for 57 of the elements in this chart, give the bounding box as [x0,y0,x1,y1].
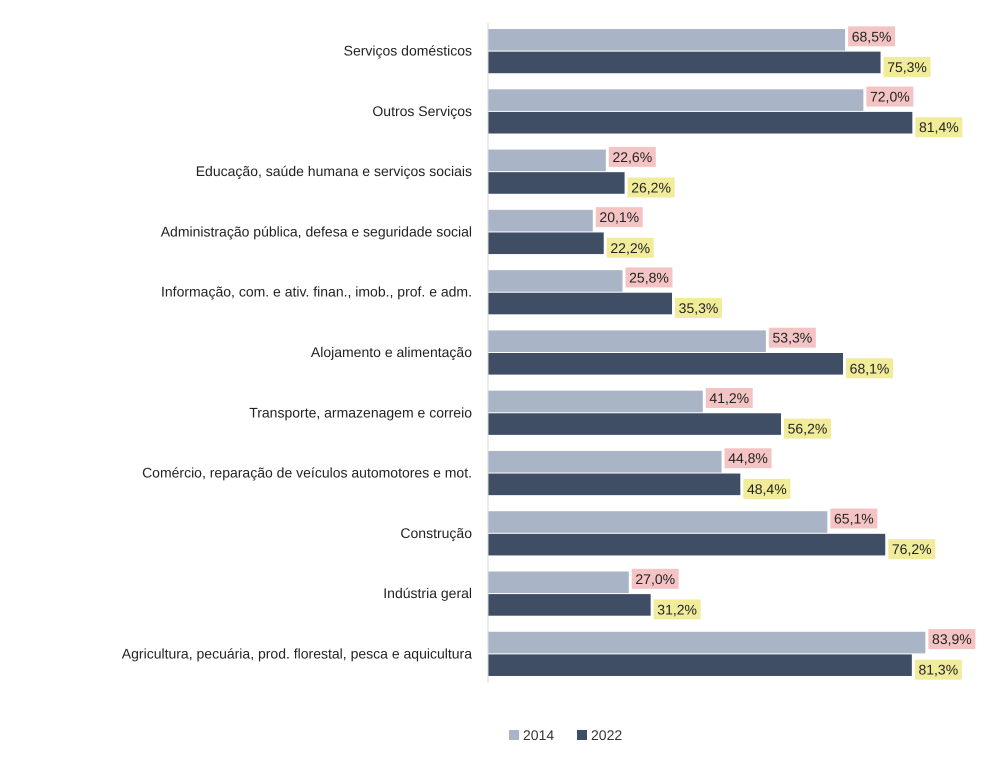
data-label: 72,0% [870,88,910,105]
y-tick-label: Informação, com. e ativ. finan., imob., prof. e adm. [161,283,472,300]
bar [488,654,912,676]
y-tick-label: Comércio, reparação de veículos automotores e mot. [142,464,472,480]
data-label: 76,2% [892,541,932,558]
legend-label: 2014 [523,727,554,743]
data-label: 26,2% [631,179,671,196]
bar [488,112,912,134]
y-tick-label: Indústria geral [383,584,472,601]
bar [488,29,846,51]
y-tick-label: Transporte, armazenagem e correio [249,404,472,420]
data-label: 20,1% [599,209,640,226]
y-tick-label: Alojamento e alimentação [310,344,472,360]
data-label: 44,8% [728,450,768,466]
bar [488,210,593,232]
bar [488,511,828,533]
data-label: 56,2% [788,420,828,437]
bar [488,450,722,473]
y-tick-label: Serviços domésticos [344,42,472,58]
bar [488,330,766,352]
bar [488,390,703,412]
data-label: 35,3% [678,300,718,316]
bar [488,594,651,616]
bar [488,413,781,435]
data-label: 31,2% [657,601,697,618]
y-tick-label: Agricultura, pecuária, prod. florestal, pesca e aquicultura [122,645,472,662]
data-label: 22,2% [610,240,650,256]
bar [488,52,881,74]
y-tick-label: Construção [400,524,472,541]
data-label: 68,5% [852,28,892,44]
legend-label: 2022 [591,727,622,743]
data-label: 48,4% [746,480,787,497]
bar [488,270,622,292]
data-label: 83,9% [932,631,972,648]
data-label: 65,1% [834,510,874,527]
bar [488,632,926,654]
bar [488,353,844,375]
data-label: 25,8% [629,269,669,286]
bar [488,571,629,594]
bar [488,534,886,556]
bar [488,292,672,314]
data-label: 75,3% [887,58,927,75]
y-tick-label: Administração pública, defesa e seguridade social [160,223,472,240]
y-tick-label: Outros Serviços [372,102,472,119]
data-label: 81,3% [918,662,958,678]
data-label: 68,1% [850,360,890,376]
data-label: 27,0% [635,570,676,587]
bar [488,172,625,194]
bar [488,232,604,254]
data-label: 22,6% [612,148,652,165]
y-tick-label: Educação, saúde humana e serviços sociais [196,162,472,179]
bar [488,474,740,496]
data-label: 41,2% [709,390,750,406]
bar [488,150,606,172]
bar [488,89,864,111]
data-label: 53,3% [772,330,812,346]
data-label: 81,4% [919,119,959,136]
